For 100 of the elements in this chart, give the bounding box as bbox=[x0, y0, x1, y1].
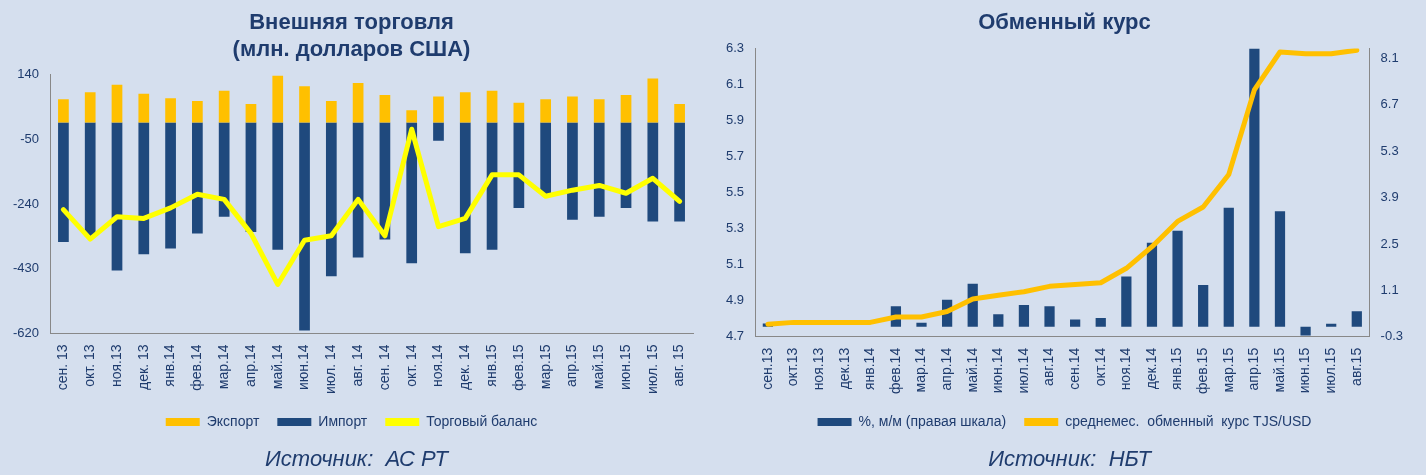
x-tick-label: янв.14 bbox=[161, 344, 178, 387]
bar bbox=[299, 86, 310, 123]
bar bbox=[218, 122, 230, 217]
y-tick-label: 5.9 bbox=[725, 112, 745, 128]
bar bbox=[620, 94, 632, 123]
bar bbox=[674, 104, 685, 123]
bar bbox=[647, 78, 659, 123]
y2-tick-label: 2.5 bbox=[1380, 235, 1399, 251]
bar bbox=[433, 122, 444, 141]
bar bbox=[58, 99, 69, 123]
x-tick-label: дек.14 bbox=[1142, 347, 1159, 390]
y-tick-label: 5.1 bbox=[725, 256, 745, 272]
x-tick-label: мар.15 bbox=[536, 344, 553, 390]
bar bbox=[111, 122, 123, 271]
x-tick-label: апр.14 bbox=[241, 344, 258, 388]
bar bbox=[165, 98, 176, 123]
bar bbox=[567, 122, 578, 220]
bar bbox=[1095, 317, 1106, 327]
y-tick-label: 6.1 bbox=[725, 76, 745, 92]
y2-tick-label: 6.7 bbox=[1380, 96, 1399, 112]
x-tick-label: сен.14 bbox=[1066, 347, 1082, 390]
bar bbox=[245, 122, 257, 233]
y2-tick-label: 8.1 bbox=[1380, 49, 1399, 65]
x-tick-label: сен. 14 bbox=[375, 344, 392, 391]
bar bbox=[138, 93, 150, 123]
x-tick-label: фев.14 bbox=[188, 344, 205, 391]
bar bbox=[272, 122, 284, 250]
y-tick-label: -620 bbox=[12, 325, 40, 341]
legend-label: среднемес. обменный курс TJS/USD bbox=[1065, 412, 1312, 429]
bar bbox=[486, 90, 498, 123]
bar bbox=[1198, 285, 1209, 327]
bar bbox=[192, 101, 203, 123]
y-tick-label: 5.7 bbox=[725, 148, 745, 164]
x-tick-label: окт. 14 bbox=[402, 344, 419, 387]
x-tick-label: апр.15 bbox=[1245, 347, 1262, 391]
x-tick-label: сен.13 bbox=[758, 347, 775, 390]
x-tick-label: июл.15 bbox=[1322, 347, 1339, 394]
y-tick-label: -430 bbox=[12, 260, 40, 276]
bar bbox=[218, 90, 230, 123]
x-tick-label: авг.15 bbox=[1347, 347, 1364, 386]
x-tick-label: июн.14 bbox=[295, 344, 312, 390]
bar bbox=[138, 122, 150, 255]
legend-label: Экспорт bbox=[206, 412, 260, 429]
bar bbox=[567, 96, 578, 123]
bar bbox=[540, 99, 552, 123]
legend-label: Импорт bbox=[318, 412, 368, 429]
y-tick-label: 5.3 bbox=[725, 220, 745, 236]
x-tick-label: мар.15 bbox=[1219, 347, 1236, 393]
bar bbox=[1351, 311, 1362, 327]
x-tick-label: фев.15 bbox=[1194, 347, 1211, 395]
x-tick-label: окт.13 bbox=[784, 347, 801, 387]
bar bbox=[379, 94, 391, 123]
y2-tick-label: 3.9 bbox=[1380, 189, 1399, 205]
bar bbox=[674, 122, 685, 222]
x-tick-label: авг. 14 bbox=[348, 344, 365, 387]
x-tick-label: дек. 14 bbox=[456, 344, 473, 390]
y-tick-label: 5.5 bbox=[725, 184, 745, 200]
chart-title: Обменный курс bbox=[978, 9, 1151, 35]
x-tick-label: фев.15 bbox=[509, 344, 526, 391]
bar bbox=[1249, 48, 1260, 327]
x-tick-label: июн.15 bbox=[1296, 347, 1313, 394]
bar bbox=[1274, 211, 1286, 327]
x-tick-label: ноя.14 bbox=[1117, 347, 1134, 391]
legend-label: Торговый баланс bbox=[426, 412, 538, 429]
bar bbox=[84, 92, 96, 123]
bar bbox=[406, 110, 418, 123]
bar bbox=[352, 82, 364, 123]
y-tick-label: 6.3 bbox=[725, 39, 745, 55]
bar bbox=[1172, 230, 1183, 327]
bar bbox=[1018, 304, 1030, 327]
legend-label: %, м/м (правая шкала) bbox=[858, 412, 1007, 429]
x-tick-label: мар.14 bbox=[215, 344, 232, 390]
chart-title: Внешняя торговля (млн. долларов США) bbox=[232, 9, 471, 61]
text: Источник: НБТ bbox=[988, 446, 1153, 472]
y2-tick-label: 1.1 bbox=[1380, 281, 1399, 297]
bar bbox=[1223, 207, 1234, 327]
x-tick-label: авг. 15 bbox=[670, 344, 687, 387]
x-tick-label: фев.14 bbox=[886, 347, 903, 395]
x-tick-label: апр.14 bbox=[937, 347, 954, 391]
bar bbox=[1326, 323, 1337, 327]
x-tick-label: окт. 13 bbox=[81, 344, 98, 387]
x-tick-label: май.14 bbox=[268, 344, 285, 390]
bar bbox=[299, 122, 310, 331]
x-tick-label: июл.14 bbox=[1014, 347, 1031, 394]
x-tick-label: янв.14 bbox=[861, 347, 878, 391]
x-tick-label: сен. 13 bbox=[54, 344, 71, 391]
bar bbox=[540, 122, 552, 195]
x-tick-label: май.15 bbox=[590, 344, 607, 390]
bar bbox=[459, 92, 471, 123]
bar bbox=[1044, 306, 1055, 327]
x-tick-label: янв.15 bbox=[1168, 347, 1185, 391]
y-tick-label: -240 bbox=[12, 195, 40, 211]
x-tick-label: май.14 bbox=[963, 347, 980, 393]
bar bbox=[593, 99, 605, 123]
y-tick-label: 4.9 bbox=[725, 292, 745, 308]
y-tick-label: 140 bbox=[17, 66, 40, 82]
bar bbox=[1121, 276, 1132, 327]
bar bbox=[325, 122, 337, 277]
bar bbox=[192, 122, 203, 234]
x-tick-label: янв.15 bbox=[482, 344, 499, 387]
